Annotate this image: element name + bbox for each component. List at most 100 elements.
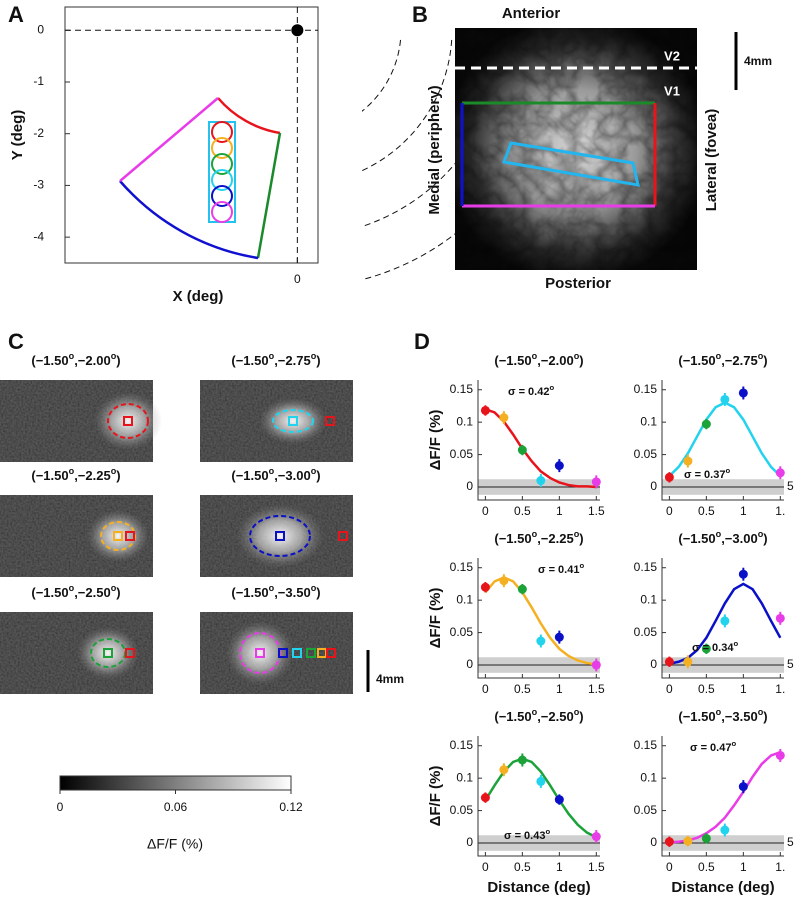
response-blob [87,510,149,562]
text-part: ) [763,353,767,368]
text-part: ) [316,468,320,483]
title: (−1.50o,−3.50o) [678,707,767,724]
title: σ = 0.47o [690,739,736,754]
x-tick-label: 0 [666,860,673,874]
data-point [536,776,546,786]
title: σ = 0.42o [508,383,554,398]
orientation-label: Posterior [545,275,611,292]
text-part: (−1.50 [678,709,715,724]
text-part: ) [763,709,767,724]
superscript: o [716,529,722,539]
superscript: o [311,466,317,476]
data-point [720,616,730,626]
superscript: o [731,739,736,748]
x-tick-label: 1. [775,504,785,518]
data-point [775,613,785,623]
roi-square [125,648,135,658]
x-tick-label: 1 [740,504,747,518]
y-tick-label: 0.15 [450,738,474,752]
text-part: σ = 0.34 [692,642,734,654]
text-part: σ = 0.42 [508,386,549,398]
text-part: σ = 0.43 [504,830,545,842]
text-part: (−1.50 [31,585,68,600]
response-blob [77,627,139,679]
y-tick-label: 0 [466,835,473,849]
title: (−1.50o,−2.00o) [494,351,583,368]
data-point [517,755,527,765]
data-point [664,472,674,482]
superscript: o [716,707,722,717]
roi-square [103,648,113,658]
superscript: o [758,529,764,539]
data-point [738,569,748,579]
x-tick-label: 1.5 [588,504,605,518]
superscript: o [269,466,275,476]
y-tick-label: 0.1 [456,414,473,428]
fit-contour [107,403,149,439]
data-point [701,419,711,429]
text-part: ,−2.25 [74,468,111,483]
text-part: ,−2.50 [537,709,574,724]
superscript: o [725,466,730,475]
superscript: o [111,583,117,593]
colorbar-tick-label: 0.06 [164,800,188,814]
x-tick-label: 1 [556,860,563,874]
title: (−1.50o,−2.75o) [678,351,767,368]
x-tick-label: 0 [482,682,489,696]
y-tick-label: 0.15 [450,382,474,396]
colorbar-label: ΔF/F (%) [147,836,203,852]
x-tick-label: 0 [482,860,489,874]
title: σ = 0.34o [692,639,738,654]
x-tick-label: 0 [666,504,673,518]
data-point [499,576,509,586]
superscript: o [574,351,580,361]
x-axis-label: Distance (deg) [487,879,590,896]
text-part: ) [116,468,120,483]
text-part: (−1.50 [31,468,68,483]
data-point [554,632,564,642]
response-blob [236,504,324,568]
title: (−1.50o,−3.50o) [231,583,320,600]
roi-square [306,648,316,658]
y-tick-label: 0.1 [640,770,657,784]
data-point [480,405,490,415]
colorbar-tick-label: 0 [57,800,64,814]
origin-dot [291,24,304,37]
title: σ = 0.41o [538,561,584,576]
axis [661,380,784,501]
y-tick-label: 0.1 [640,592,657,606]
x-tick-label: 0 [294,272,301,286]
title: σ = 0.37o [684,466,730,481]
superscript: o [269,351,275,361]
panel-label: A [8,2,24,27]
fit-curve [484,576,597,666]
title: σ = 0.43o [504,827,550,842]
superscript: o [532,351,538,361]
text-part: ) [116,353,120,368]
x-tick-label: 0.5 [698,504,715,518]
text-part: ) [316,353,320,368]
data-point [720,394,730,404]
data-point [701,644,711,654]
y-tick-label: 0 [466,657,473,671]
text-part: ) [763,531,767,546]
text-part: (−1.50 [678,531,715,546]
superscript: o [574,707,580,717]
superscript: o [549,383,554,392]
text-part: ,−2.25 [537,531,574,546]
data-point [591,832,601,842]
panel-a: A X (deg) Y (deg) [8,2,556,305]
x-tick-label: 1 [556,682,563,696]
y-tick-label: 0.1 [456,770,473,784]
data-point [720,825,730,835]
roi-square [326,648,336,658]
title: (−1.50o,−3.00o) [678,529,767,546]
title: (−1.50o,−3.00o) [231,466,320,483]
x-tick-label: 1 [556,504,563,518]
text-part: ) [579,709,583,724]
superscript: o [269,583,275,593]
y-tick-label: -2 [33,126,44,140]
data-point [683,456,693,466]
fit-contour [249,515,311,557]
orientation-label: Medial (periphery) [426,85,443,214]
